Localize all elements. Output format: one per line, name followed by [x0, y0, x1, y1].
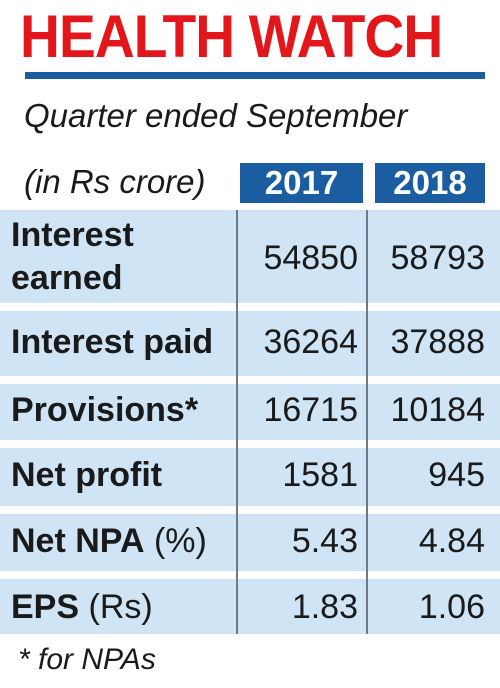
footnote: * for NPAs	[18, 643, 156, 676]
cell-net-npa-2018: 4.84	[418, 522, 485, 560]
cell-eps-2017: 1.83	[291, 588, 358, 626]
row-divider	[0, 506, 500, 514]
row-label-interest-earned-line2: earned	[11, 259, 123, 297]
row-divider	[0, 376, 500, 384]
cell-net-npa-2017: 5.43	[291, 522, 358, 560]
column-divider	[366, 210, 368, 634]
row-label-net-profit: Net profit	[11, 456, 163, 494]
row-divider	[0, 303, 500, 311]
row-divider	[0, 571, 500, 579]
cell-provisions-2017: 16715	[263, 391, 358, 429]
row-label-net-npa: Net NPA (%)	[11, 522, 207, 560]
row-label-interest-earned-line1: Interest	[11, 216, 134, 254]
row-label-interest-paid: Interest paid	[11, 323, 214, 361]
cell-interest-paid-2017: 36264	[263, 323, 358, 361]
page-title: HEALTH WATCH	[20, 3, 443, 70]
cell-net-profit-2018: 945	[428, 456, 485, 494]
title-underline	[25, 72, 485, 79]
cell-eps-2018: 1.06	[418, 588, 485, 626]
cell-interest-earned-2017: 54850	[263, 239, 358, 277]
cell-net-profit-2017: 1581	[282, 456, 358, 494]
row-label-provisions: Provisions*	[11, 391, 199, 429]
cell-interest-earned-2018: 58793	[390, 239, 485, 277]
row-label-eps: EPS (Rs)	[11, 588, 153, 626]
column-divider	[236, 210, 238, 634]
cell-provisions-2018: 10184	[390, 391, 485, 429]
row-divider	[0, 440, 500, 448]
table-subtitle: Quarter ended September	[24, 97, 408, 134]
column-header-2018: 2018	[375, 163, 485, 203]
column-header-2017: 2017	[240, 163, 363, 203]
data-table	[0, 210, 500, 634]
cell-interest-paid-2018: 37888	[390, 323, 485, 361]
unit-label: (in Rs crore)	[24, 163, 206, 200]
